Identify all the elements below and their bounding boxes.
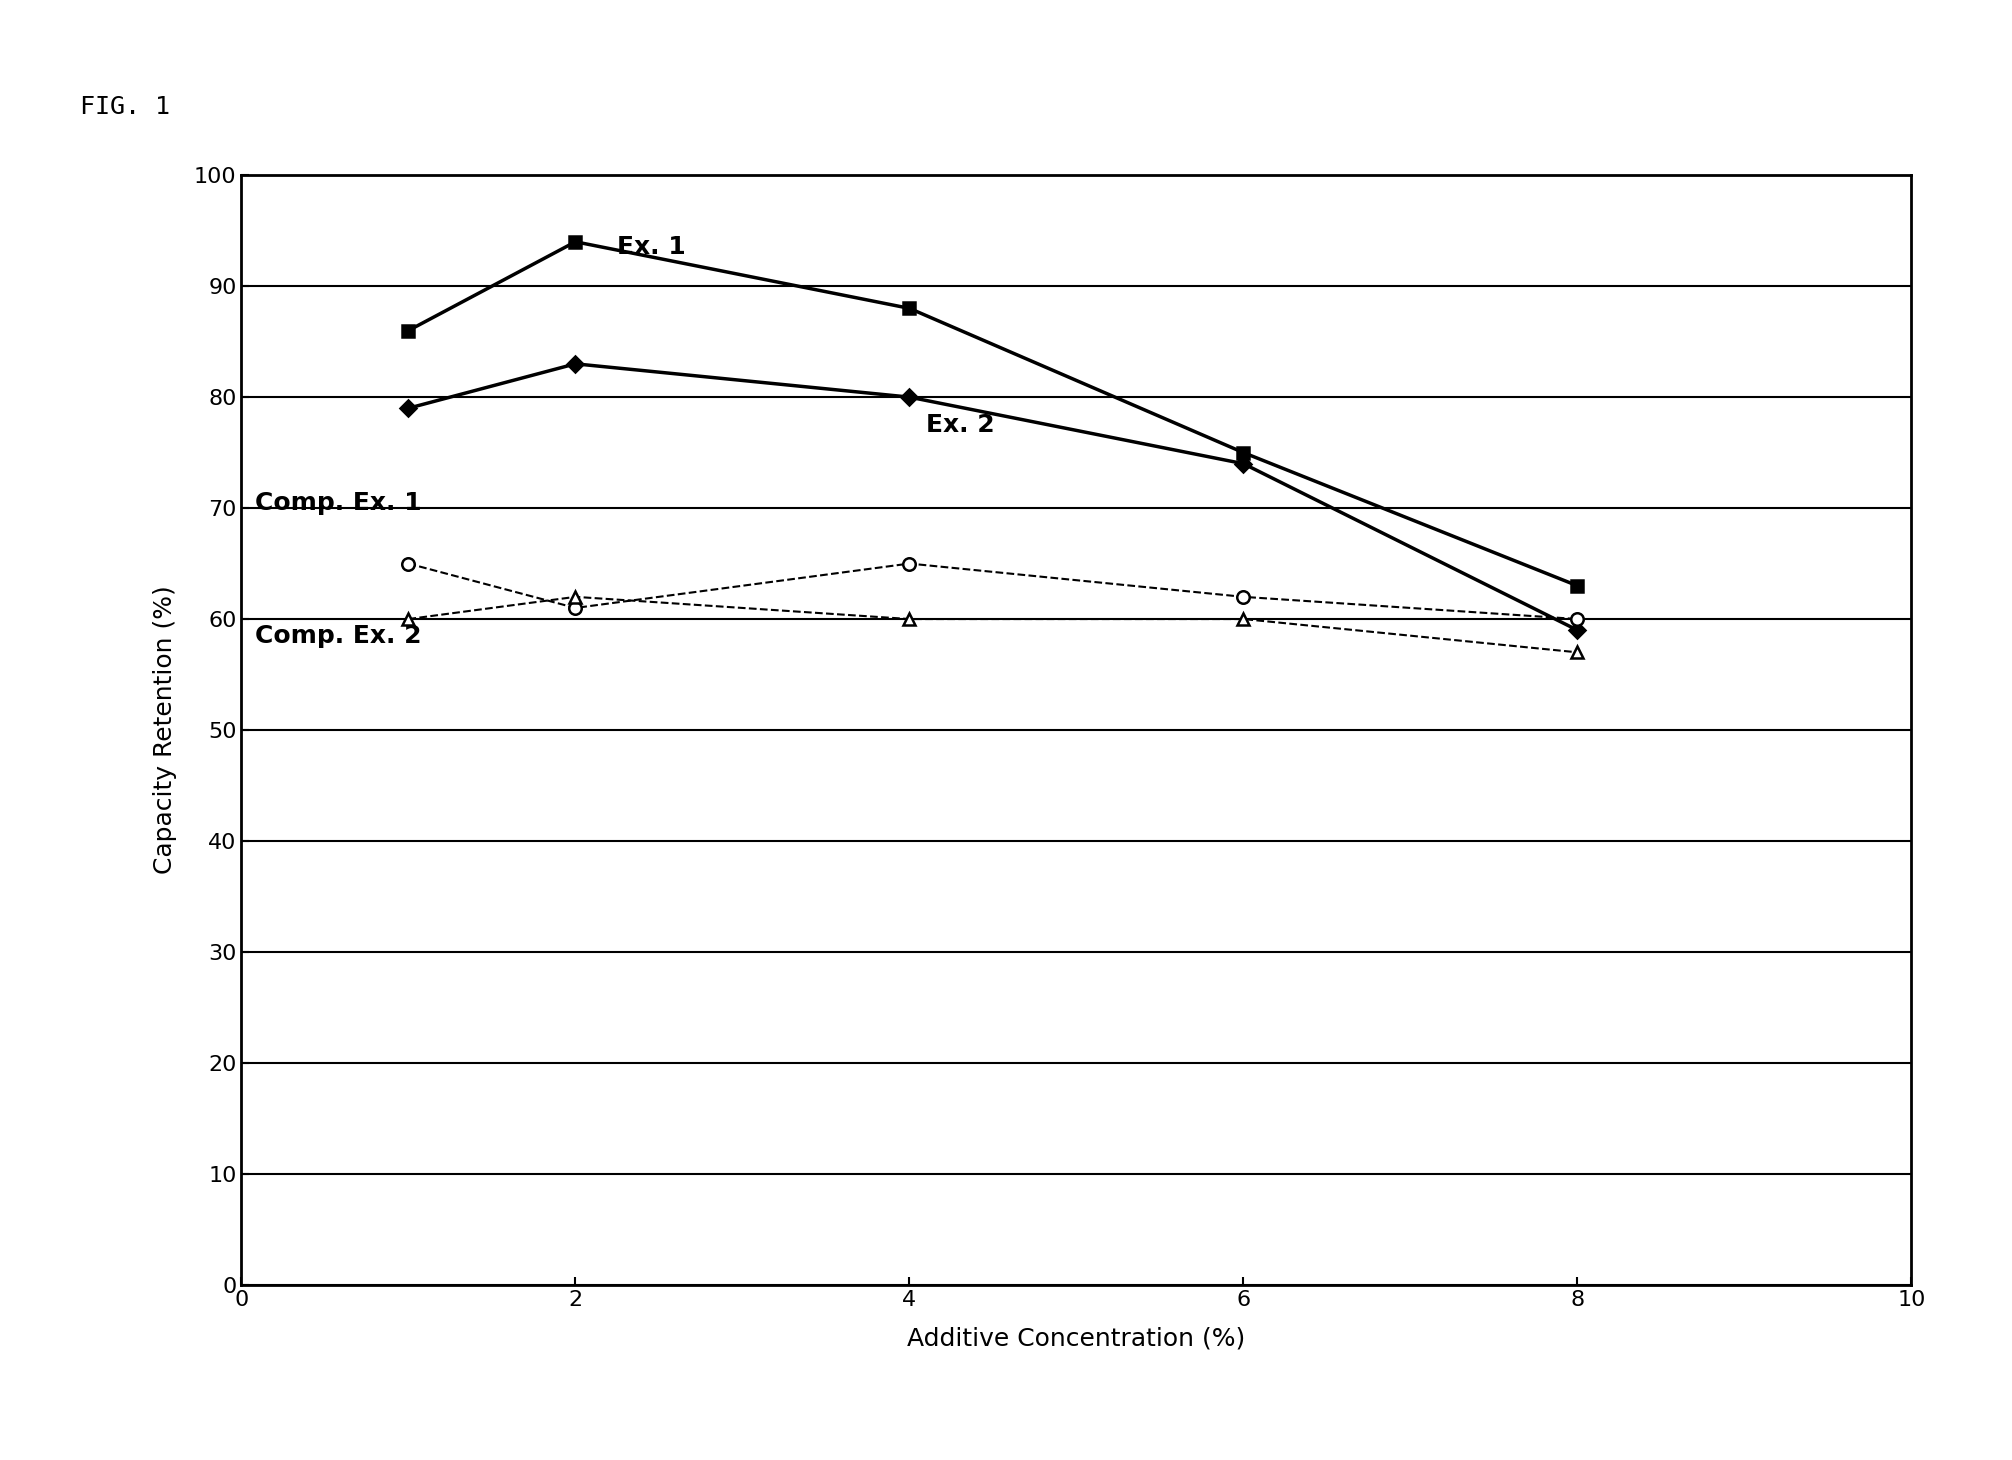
Text: FIG. 1: FIG. 1 <box>80 95 171 118</box>
Y-axis label: Capacity Retention (%): Capacity Retention (%) <box>153 585 177 875</box>
Text: Comp. Ex. 2: Comp. Ex. 2 <box>256 623 421 648</box>
X-axis label: Additive Concentration (%): Additive Concentration (%) <box>907 1326 1245 1350</box>
Text: Comp. Ex. 1: Comp. Ex. 1 <box>256 491 421 514</box>
Text: Ex. 1: Ex. 1 <box>618 235 686 260</box>
Text: Ex. 2: Ex. 2 <box>926 413 994 437</box>
